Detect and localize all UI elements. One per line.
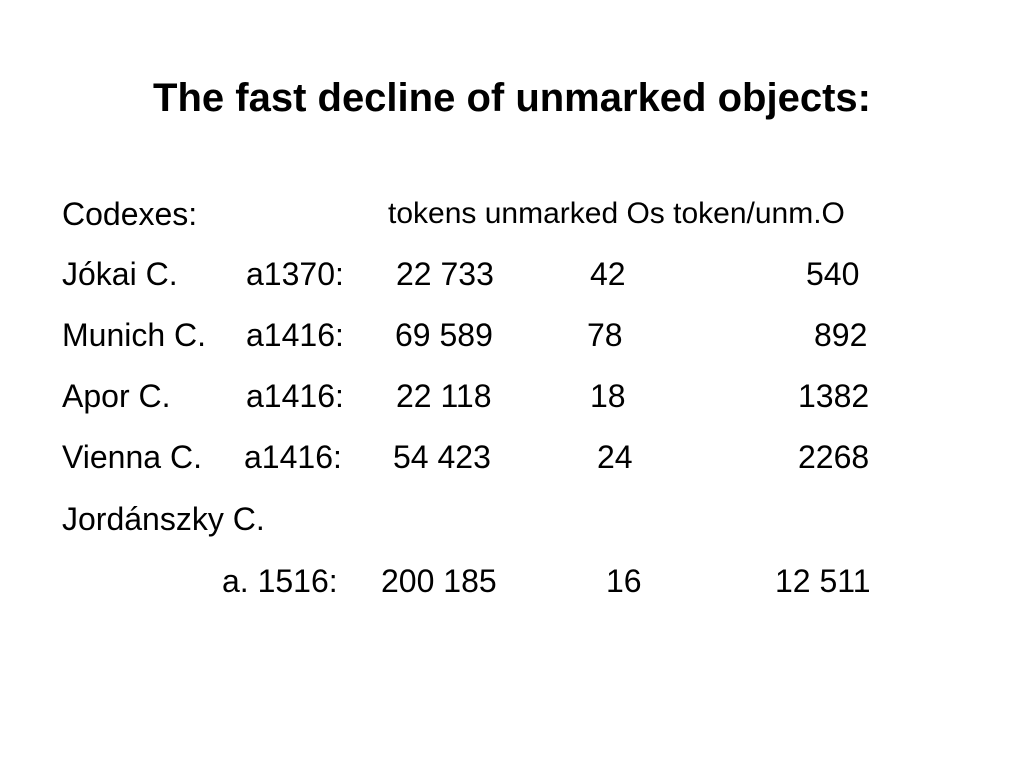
codex-name: Apor C. bbox=[62, 378, 171, 414]
tokens-value: 22 118 bbox=[396, 378, 492, 414]
codex-name: Jókai C. bbox=[62, 256, 178, 292]
slide-title: The fast decline of unmarked objects: bbox=[153, 76, 871, 120]
ratio-value: 540 bbox=[806, 256, 860, 292]
codexes-label: Codexes: bbox=[62, 196, 198, 232]
unmarked-value: 18 bbox=[590, 378, 626, 414]
ratio-value: 2268 bbox=[798, 439, 870, 475]
unmarked-value: 42 bbox=[590, 256, 626, 292]
tokens-value: 69 589 bbox=[395, 317, 493, 353]
codex-name: Munich C. bbox=[62, 317, 207, 353]
ratio-value: 892 bbox=[814, 317, 868, 353]
codex-date: a1370: bbox=[246, 256, 344, 292]
codex-name: Jordánszky C. bbox=[62, 501, 265, 537]
tokens-value: 200 185 bbox=[381, 563, 497, 599]
column-headers: tokens unmarked Os token/unm.O bbox=[388, 197, 845, 230]
codex-date: a. 1516: bbox=[222, 563, 338, 599]
tokens-value: 54 423 bbox=[393, 439, 491, 475]
tokens-value: 22 733 bbox=[396, 256, 494, 292]
ratio-value: 1382 bbox=[798, 378, 870, 414]
codex-date: a1416: bbox=[246, 378, 344, 414]
unmarked-value: 78 bbox=[587, 317, 623, 353]
ratio-value: 12 511 bbox=[775, 563, 871, 599]
codex-name: Vienna C. bbox=[62, 439, 202, 475]
unmarked-value: 24 bbox=[597, 439, 633, 475]
codex-date: a1416: bbox=[244, 439, 342, 475]
unmarked-value: 16 bbox=[606, 563, 642, 599]
codex-date: a1416: bbox=[246, 317, 344, 353]
